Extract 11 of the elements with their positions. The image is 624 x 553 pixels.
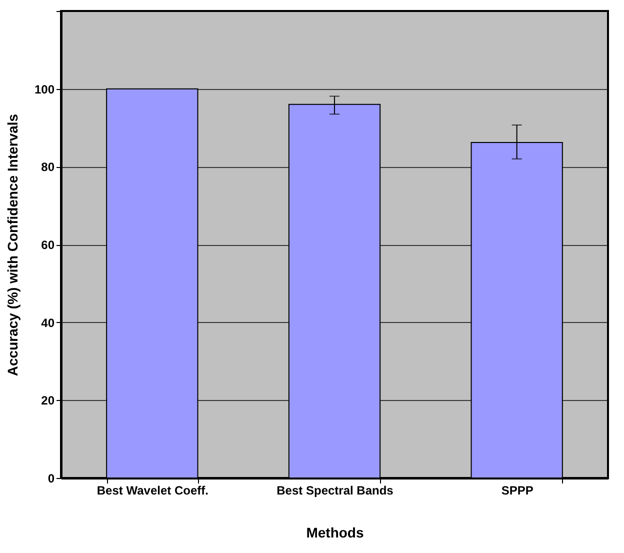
x-tick-label: Best Wavelet Coeff.: [96, 484, 208, 498]
x-tick-label: SPPP: [501, 484, 534, 498]
y-tick-label: 20: [41, 394, 55, 408]
y-axis-title: Accuracy (%) with Confidence Intervals: [4, 114, 20, 376]
y-tick-label: 40: [41, 316, 55, 330]
y-tick-label: 0: [48, 472, 55, 486]
y-tick-label: 80: [41, 160, 55, 174]
x-axis-title: Methods: [306, 524, 364, 540]
y-tick-label: 60: [41, 238, 55, 252]
x-tick-label: Best Spectral Bands: [276, 484, 394, 498]
y-tick-label: 100: [34, 82, 55, 96]
